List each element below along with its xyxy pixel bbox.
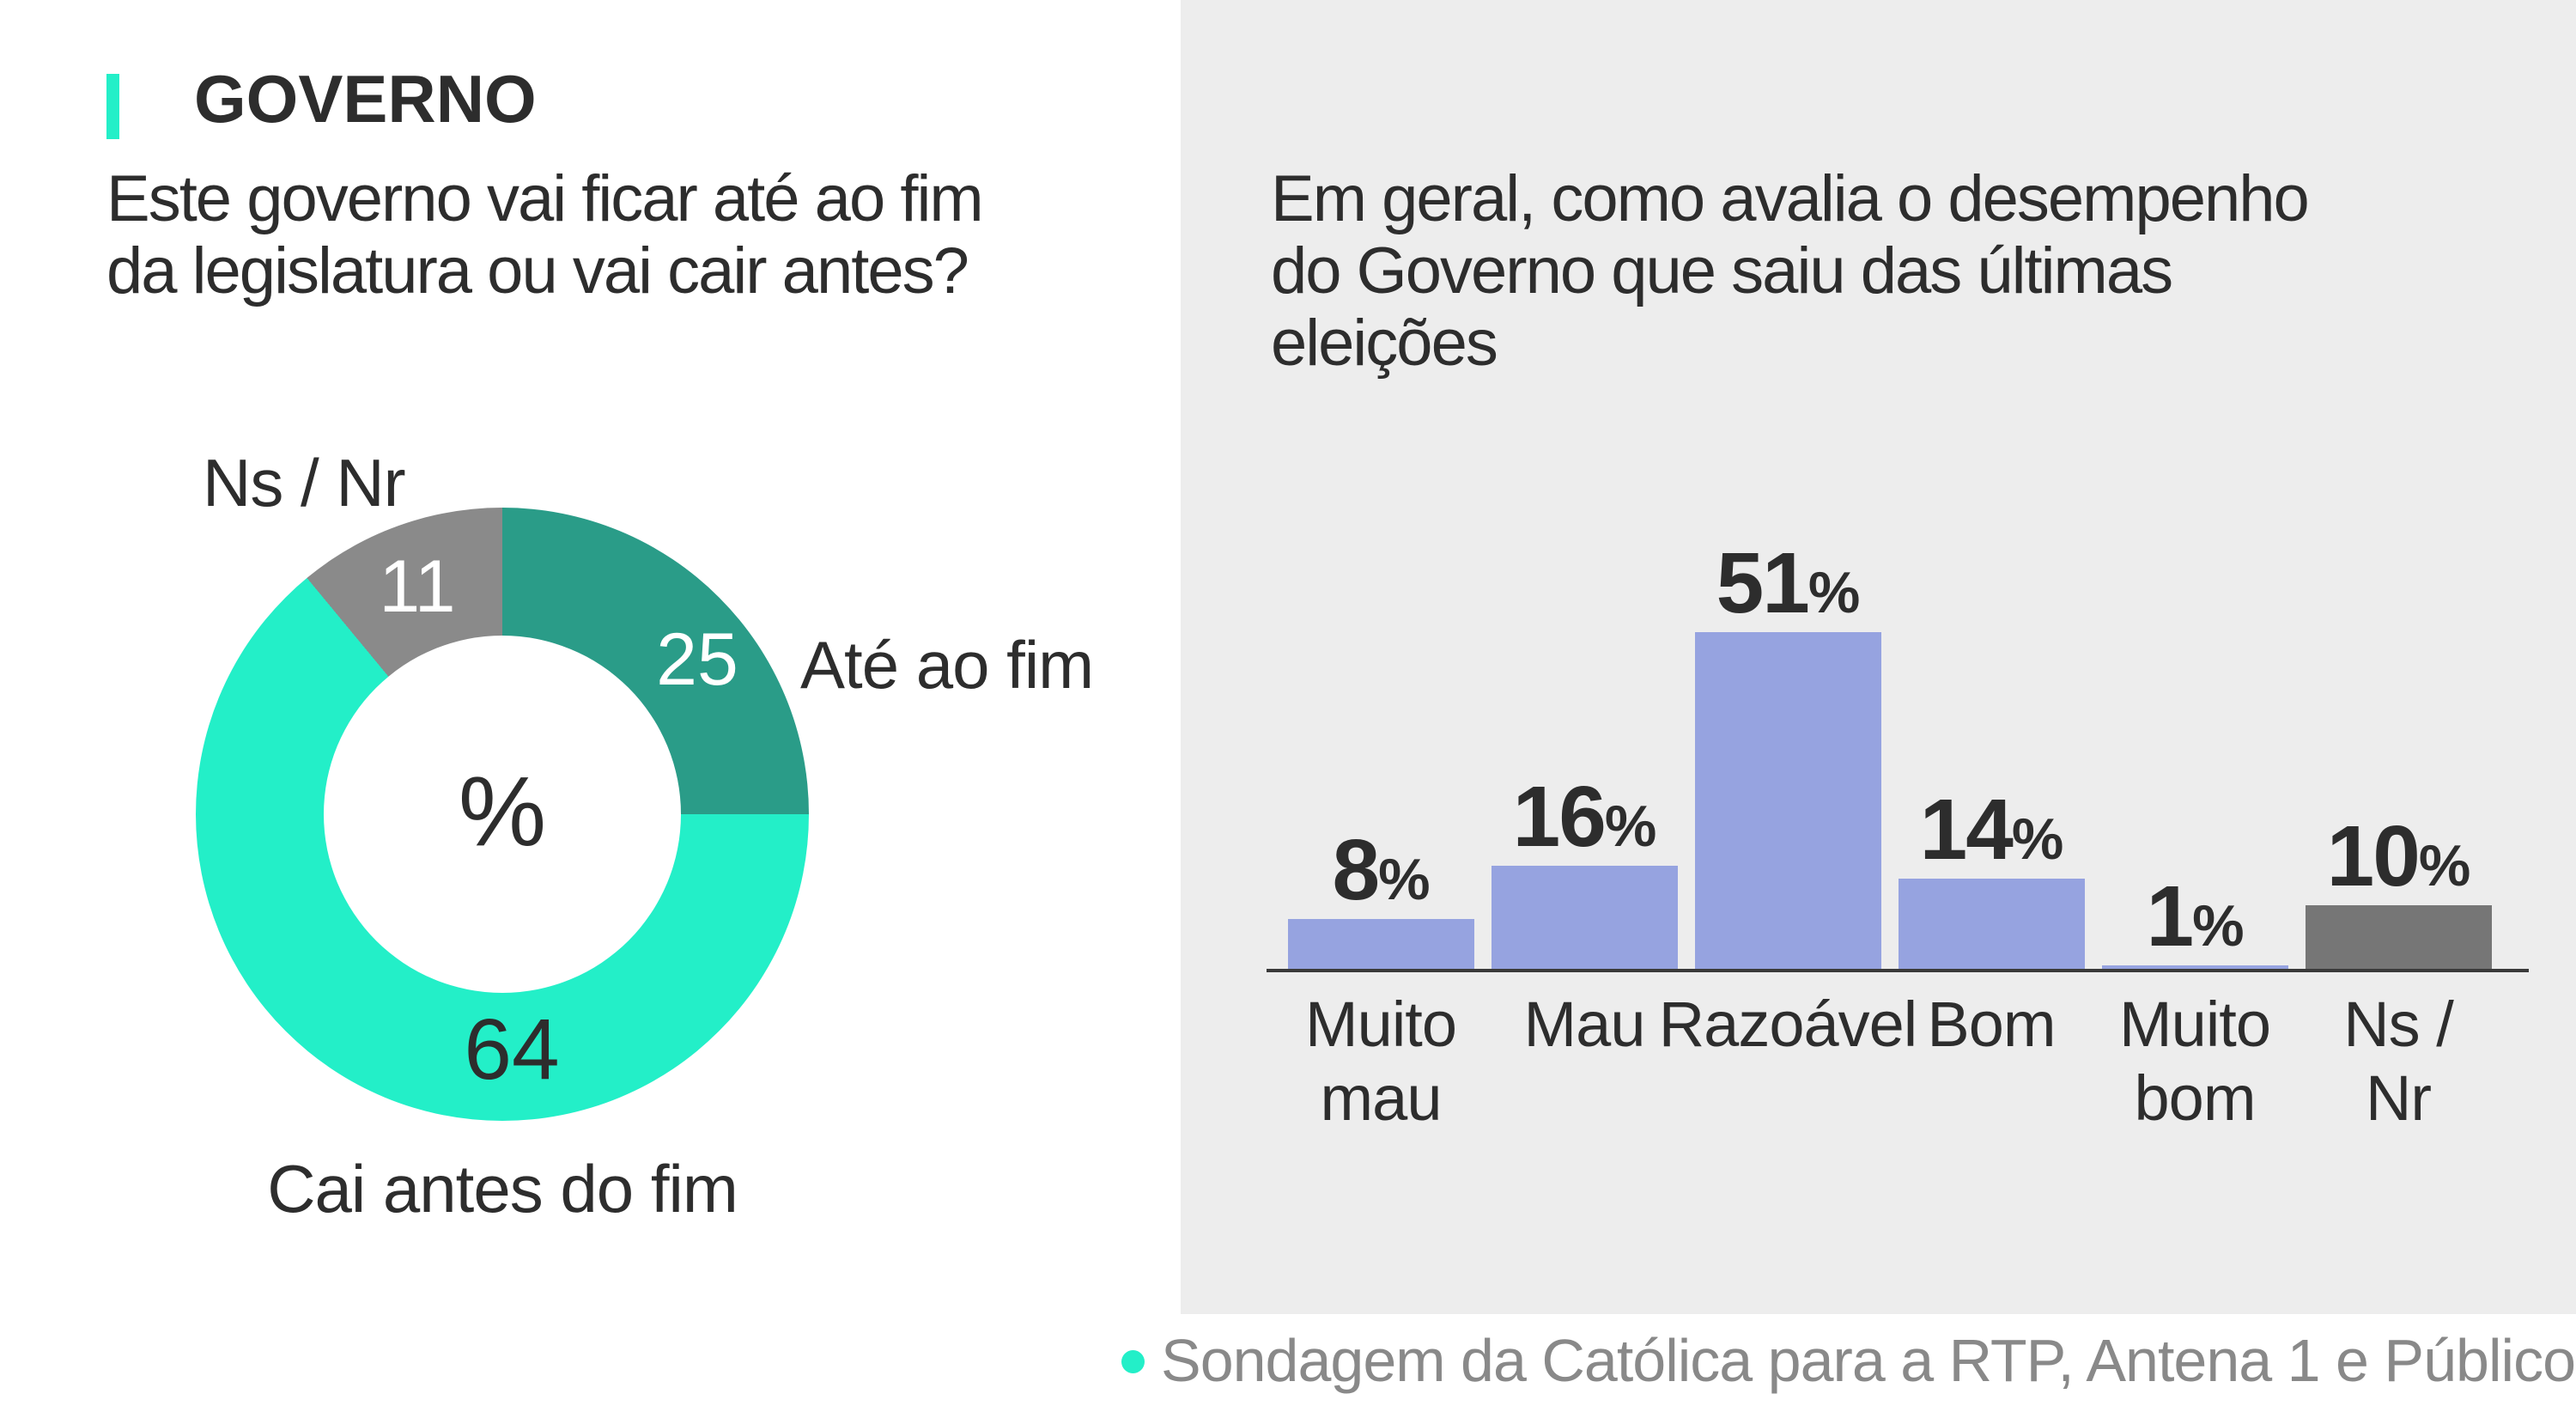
donut-label-cai-antes: Cai antes do fim	[267, 1151, 738, 1226]
donut-chart: % 25 64 11	[196, 508, 809, 1121]
bar-value-number: 16	[1512, 769, 1607, 865]
bar-value-number: 10	[2326, 808, 2421, 904]
category-label-bom: Bom	[1927, 989, 2056, 1060]
category-label-muito-bom: Muito bom	[2119, 989, 2271, 1134]
donut-hole	[324, 636, 681, 993]
bar: 10%	[2306, 813, 2492, 972]
bar-value-number: 51	[1716, 535, 1810, 631]
donut-label-ns-nr: Ns / Nr	[203, 445, 406, 520]
category-label-ns-nr: Ns / Nr	[2343, 989, 2454, 1134]
bar-value-label: 51%	[1716, 540, 1861, 626]
donut-value-ate-ao-fim: 25	[656, 618, 738, 701]
bar: 14%	[1899, 787, 2085, 972]
category-label-razoavel: Razoável	[1658, 989, 1918, 1060]
bar-value-unit: %	[1604, 794, 1657, 859]
bar: 51%	[1695, 540, 1881, 972]
bar-value-unit: %	[1807, 560, 1861, 625]
bar-value-label: 16%	[1513, 774, 1657, 860]
x-axis-line	[1267, 969, 2529, 972]
bar-value-number: 8	[1332, 822, 1380, 918]
donut-value-ns-nr: 11	[379, 545, 456, 628]
bar-value-unit: %	[1378, 847, 1431, 912]
bar-value-label: 8%	[1332, 827, 1430, 913]
section-title: GOVERNO	[194, 61, 537, 137]
donut-question: Este governo vai ficar até ao fim da leg…	[106, 162, 984, 307]
bar-value-label: 1%	[2146, 873, 2244, 959]
donut-center-label: %	[458, 757, 547, 867]
bar-value-unit: %	[2418, 833, 2471, 898]
category-label-mau: Mau	[1523, 989, 1646, 1060]
bar-chart-question: Em geral, como avalia o desempenho do Go…	[1271, 162, 2310, 380]
bar-value-unit: %	[2192, 893, 2245, 959]
category-label-muito-mau: Muito mau	[1305, 989, 1457, 1134]
bar: 16%	[1492, 774, 1678, 972]
source-bullet-icon	[1121, 1350, 1145, 1373]
bar: 8%	[1288, 827, 1474, 972]
bar-value-number: 14	[1919, 782, 2014, 878]
bar-value-unit: %	[2011, 806, 2064, 872]
source-text: Sondagem da Católica para a RTP, Antena …	[1161, 1327, 2576, 1394]
bar-value-label: 14%	[1920, 787, 2064, 873]
bar-chart-panel: Em geral, como avalia o desempenho do Go…	[1181, 0, 2576, 1314]
bar-value-label: 10%	[2327, 813, 2471, 899]
donut-value-cai-antes: 64	[464, 1001, 560, 1098]
donut-label-ate-ao-fim: Até ao fim	[800, 627, 1094, 703]
accent-bar	[106, 74, 119, 139]
bar-value-number: 1	[2146, 868, 2194, 965]
